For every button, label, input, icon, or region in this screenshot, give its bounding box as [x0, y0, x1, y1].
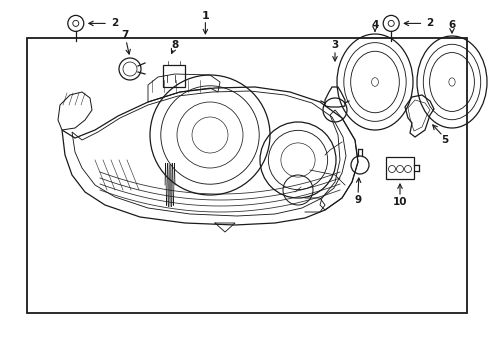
- Text: 9: 9: [354, 195, 361, 205]
- Bar: [27, 38, 466, 313]
- Bar: [385, 157, 413, 179]
- Text: 6: 6: [447, 20, 455, 30]
- Text: 3: 3: [331, 40, 338, 50]
- Text: 2: 2: [404, 18, 432, 28]
- Text: 1: 1: [201, 11, 209, 21]
- Text: 7: 7: [121, 30, 128, 40]
- Text: 2: 2: [89, 18, 118, 28]
- Text: 10: 10: [392, 197, 407, 207]
- Bar: [163, 65, 184, 87]
- Text: 5: 5: [441, 135, 447, 145]
- Text: 8: 8: [171, 40, 178, 50]
- Text: 4: 4: [370, 20, 378, 30]
